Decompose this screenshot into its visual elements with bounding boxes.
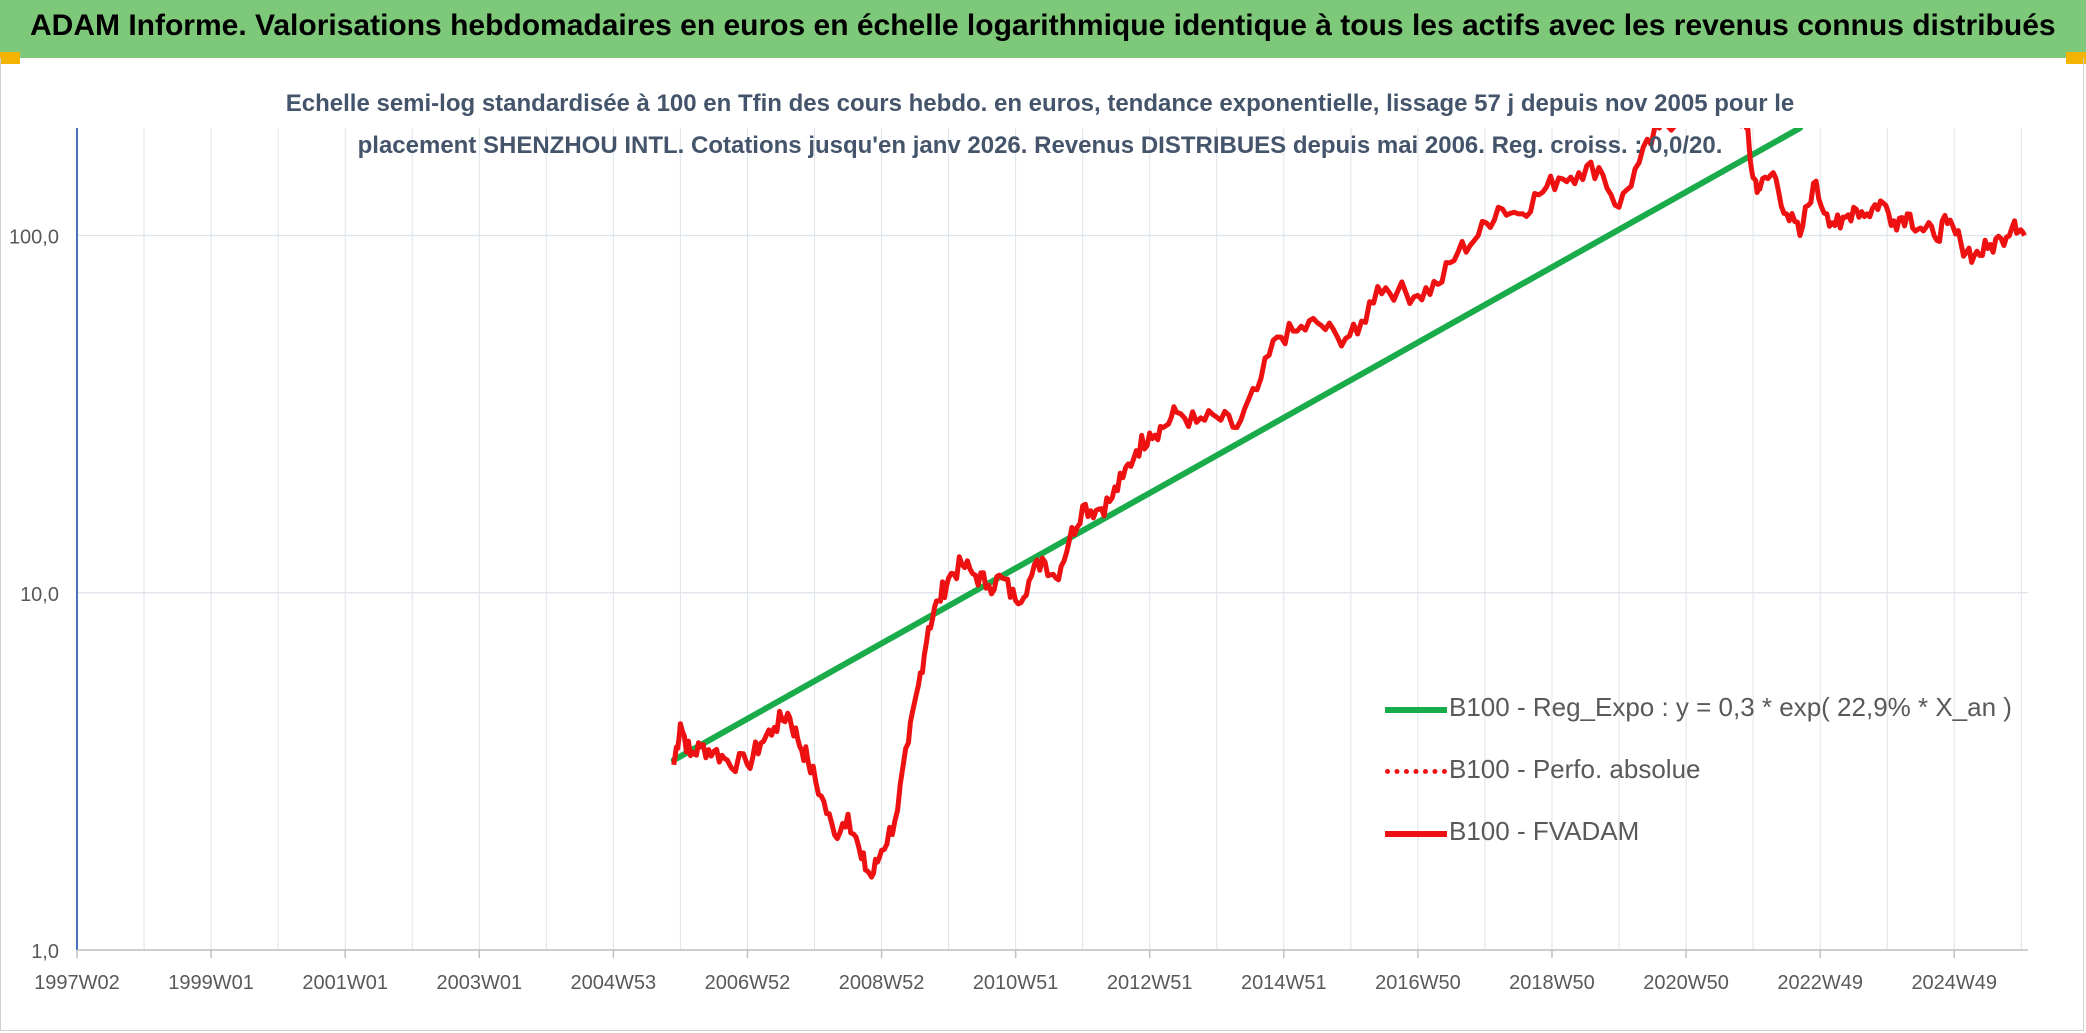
y-tick-label: 10,0 bbox=[20, 584, 59, 606]
y-tick-label: 100,0 bbox=[9, 227, 59, 249]
legend-label-reg-expo: B100 - Reg_Expo : y = 0,3 * exp( 22,9% *… bbox=[1449, 692, 2012, 722]
page-title: ADAM Informe. Valorisations hebdomadaire… bbox=[30, 9, 2056, 42]
legend-swatch-dotted-red bbox=[1385, 769, 1447, 774]
legend-label-perfo-absolue: B100 - Perfo. absolue bbox=[1449, 754, 1701, 784]
x-tick-label: 2012W51 bbox=[1107, 972, 1193, 994]
chart-subtitle-line-2: placement SHENZHOU INTL. Cotations jusqu… bbox=[357, 132, 1723, 159]
x-tick-label: 1999W01 bbox=[168, 972, 254, 994]
x-tick-label: 2018W50 bbox=[1509, 972, 1595, 994]
series-line-fvadam bbox=[671, 128, 2027, 880]
axes: 1,0 10,0 100,0 1997W02 1999W01 2001W01 2003W01… bbox=[9, 128, 2028, 994]
y-tick-label: 1,0 bbox=[31, 941, 59, 963]
title-banner: ADAM Informe. Valorisations hebdomadaire… bbox=[0, 0, 2086, 58]
x-tick-label: 1997W02 bbox=[34, 972, 120, 994]
corner-accent-left bbox=[0, 52, 20, 64]
legend-label-fvadam: B100 - FVADAM bbox=[1449, 816, 1640, 846]
legend-swatch-green-line bbox=[1385, 707, 1447, 713]
x-tick-label: 2003W01 bbox=[436, 972, 522, 994]
x-tick-label: 2006W52 bbox=[705, 972, 791, 994]
x-tick-label: 2010W51 bbox=[973, 972, 1059, 994]
x-tick-label: 2004W53 bbox=[571, 972, 657, 994]
legend-swatch-red-line bbox=[1385, 831, 1447, 837]
x-tick-label: 2014W51 bbox=[1241, 972, 1327, 994]
chart-frame bbox=[0, 58, 2084, 1031]
x-tick-label: 2020W50 bbox=[1643, 972, 1729, 994]
corner-accent-right bbox=[2066, 52, 2086, 64]
x-tick-label: 2008W52 bbox=[839, 972, 925, 994]
x-tick-label: 2024W49 bbox=[1911, 972, 1997, 994]
x-tick-label: 2022W49 bbox=[1777, 972, 1863, 994]
x-tick-label: 2016W50 bbox=[1375, 972, 1461, 994]
grid bbox=[76, 128, 2028, 951]
x-tick-label: 2001W01 bbox=[302, 972, 388, 994]
chart-subtitle-line-1: Echelle semi-log standardisée à 100 en T… bbox=[285, 90, 1795, 117]
series-line-reg-expo bbox=[670, 128, 1804, 764]
series bbox=[670, 128, 2027, 880]
